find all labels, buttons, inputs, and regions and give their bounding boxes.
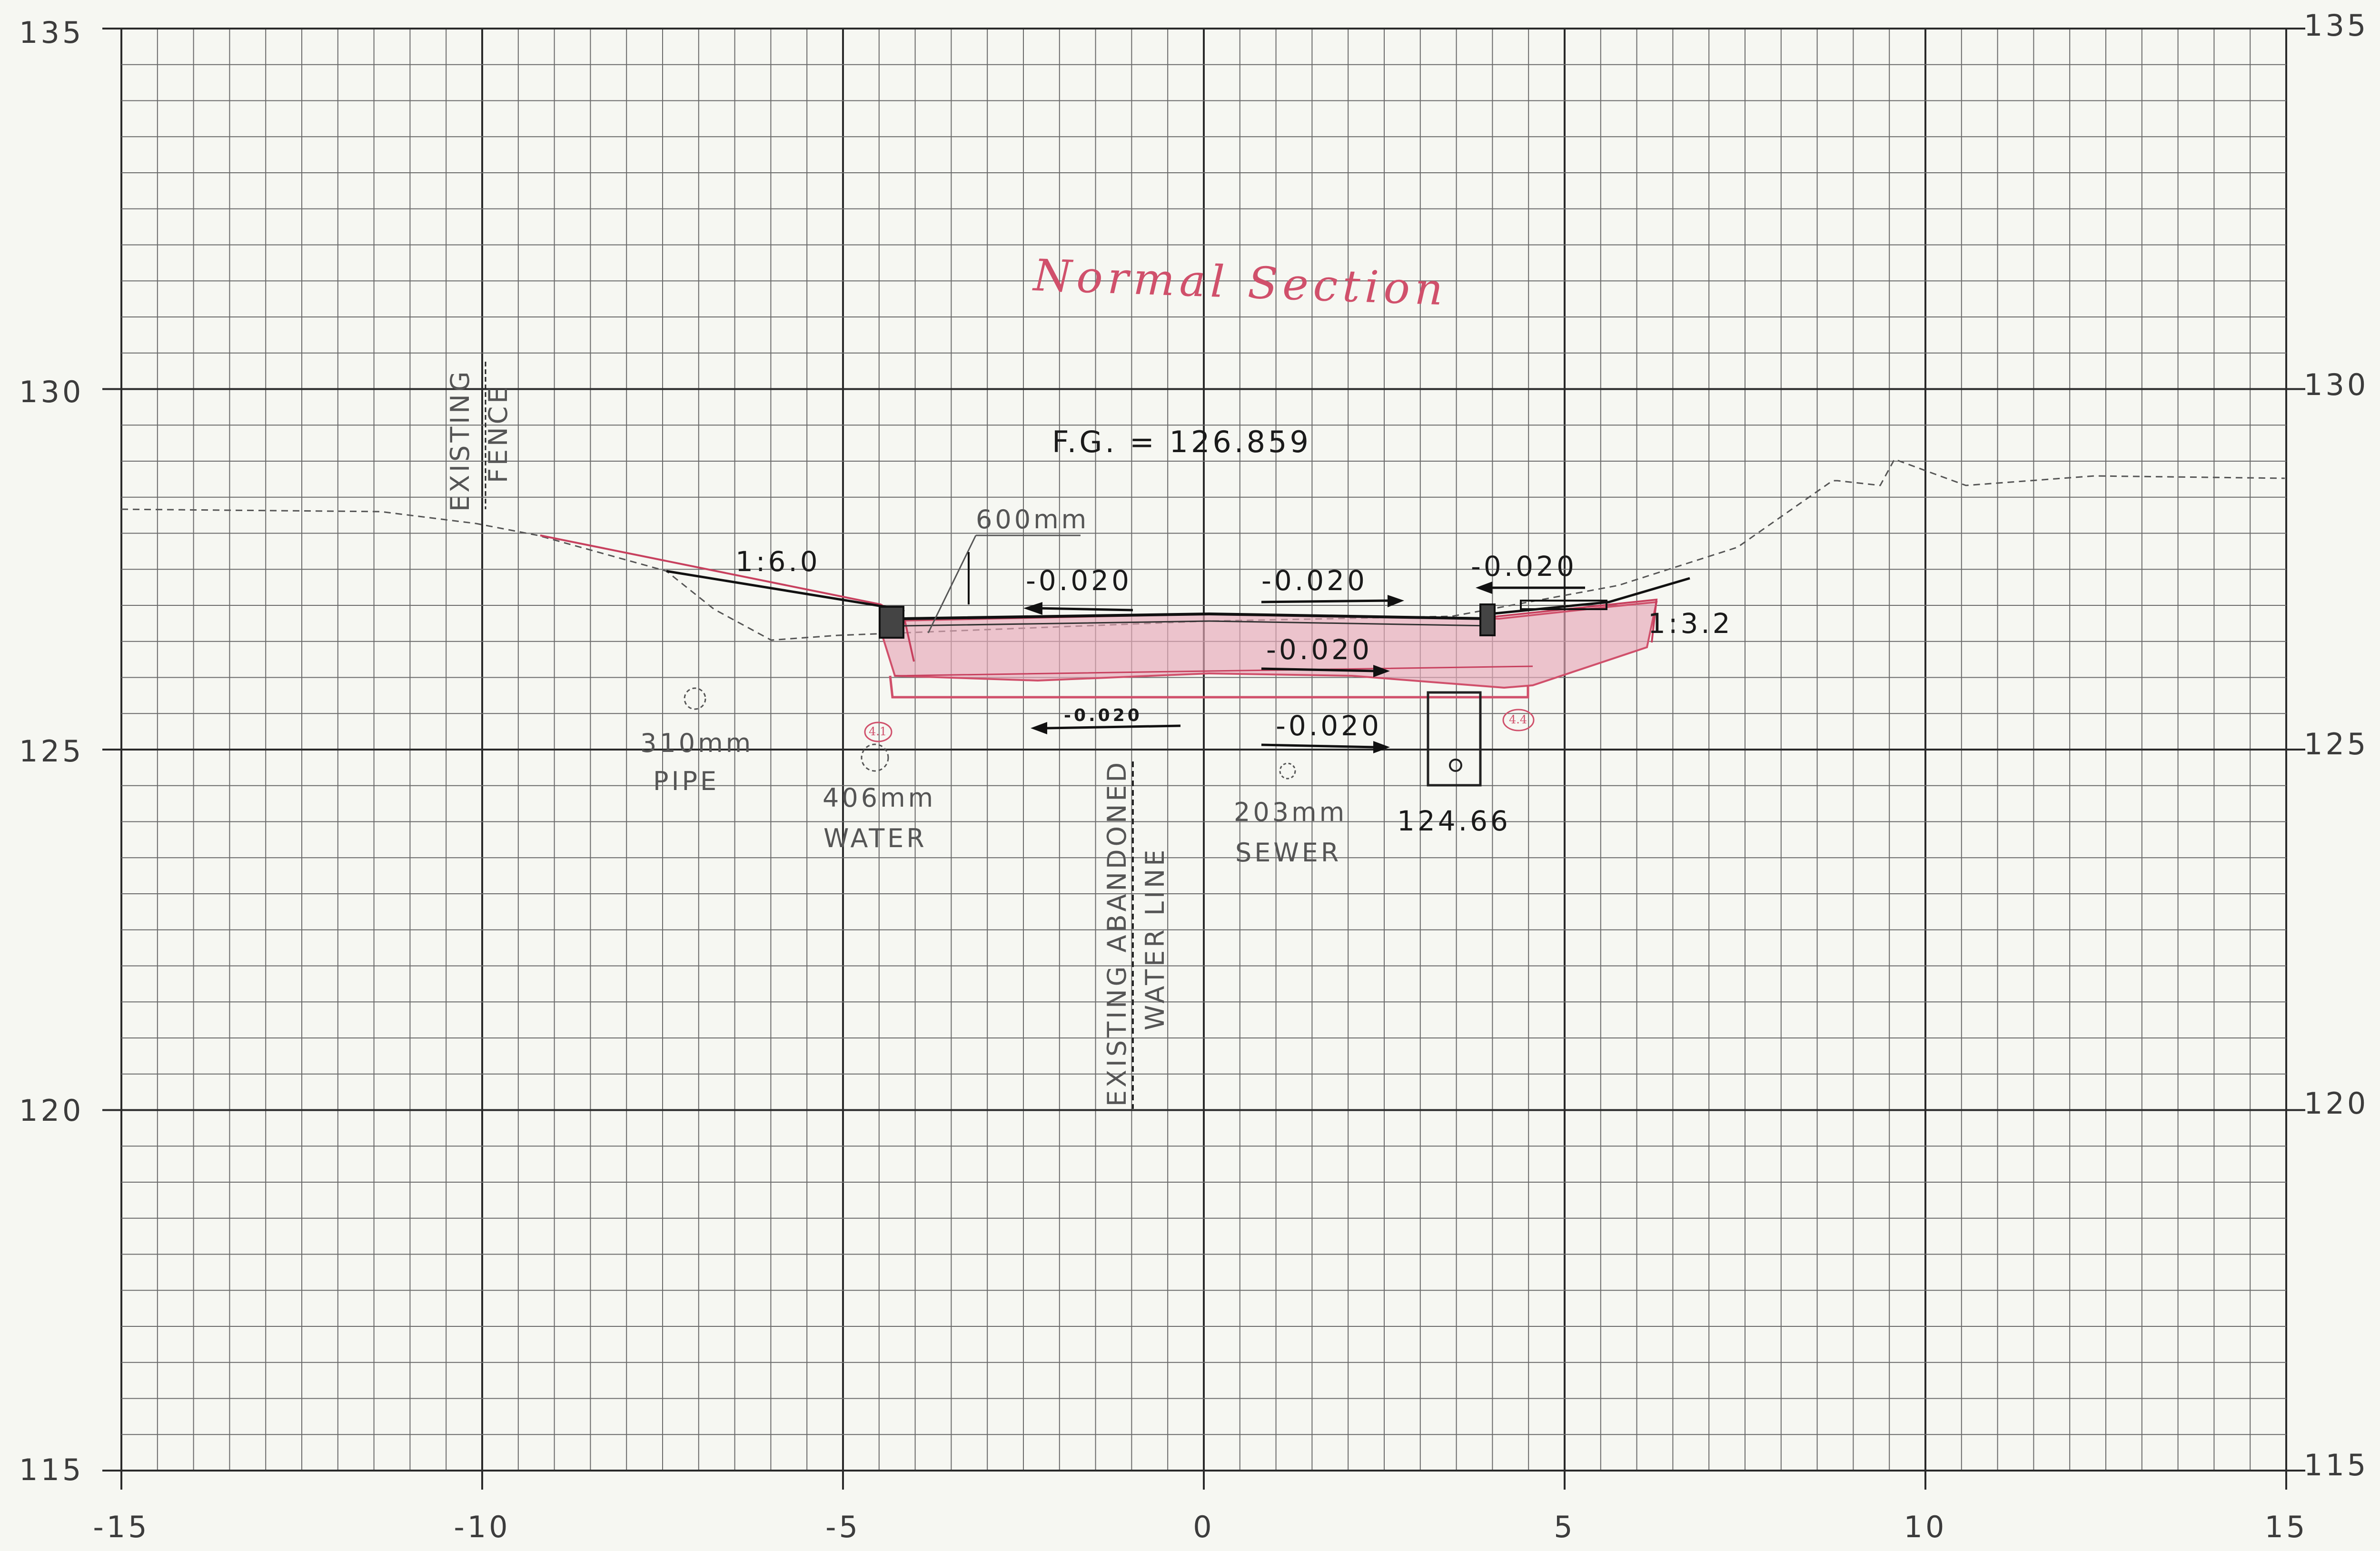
y-tick-label-left: 120 — [19, 1093, 84, 1128]
y-tick-label-right: 130 — [2304, 367, 2369, 402]
pavement-surface — [666, 570, 1690, 639]
pipe-size-label: 310mm — [640, 728, 754, 758]
water-size-label: 406mm — [823, 783, 936, 813]
handwritten-slope-label: -0.020 — [1064, 706, 1142, 725]
grid — [102, 28, 2305, 1490]
finished-grade-label: F.G. = 126.859 — [1052, 425, 1311, 459]
hand-note: 4.1 — [869, 725, 887, 738]
cross-slope-label: -0.020 — [1471, 550, 1577, 583]
sewer-structure — [1427, 691, 1482, 787]
arrow — [1261, 743, 1376, 749]
abandoned-water-line-label: EXISTING ABANDONED — [1102, 760, 1132, 1106]
fence-label: FENCE — [483, 385, 513, 483]
dimension-leader-600 — [927, 535, 977, 633]
y-tick-label-right: 135 — [2304, 8, 2369, 43]
subbase-inner-line — [894, 665, 1533, 677]
hand-note-circle — [864, 721, 892, 742]
arrow-head — [1388, 595, 1404, 607]
left-slope-markup — [540, 534, 915, 662]
finished-grade-line — [904, 612, 1490, 620]
arrow — [1261, 599, 1390, 603]
abandoned-water-line-label: WATER LINE — [1140, 847, 1170, 1030]
left-curb — [879, 606, 904, 639]
sewer-name-label: SEWER — [1235, 838, 1341, 868]
arrow — [1047, 724, 1181, 730]
right-slope-ratio: 1:3.2 — [1648, 607, 1733, 640]
arrow-head — [1031, 722, 1047, 734]
y-tick-label-right: 115 — [2304, 1448, 2369, 1482]
subbase-outline — [889, 675, 1529, 699]
x-tick-label: -10 — [454, 1510, 510, 1544]
arrow — [1037, 607, 1133, 612]
right-slope-markup — [1475, 598, 1658, 643]
right-sidewalk — [1520, 600, 1607, 610]
cross-slope-label: -0.020 — [1276, 710, 1382, 742]
pipe-310-icon — [684, 687, 706, 710]
arrow-head — [1023, 602, 1042, 615]
sewer-pipe-icon — [1449, 759, 1462, 772]
invert-elevation-label: 124.66 — [1397, 805, 1511, 837]
hand-note: 4.4 — [1509, 713, 1527, 726]
y-tick-label-right: 120 — [2304, 1086, 2369, 1121]
x-tick-label: 10 — [1904, 1510, 1947, 1544]
arrow-head — [1373, 665, 1390, 677]
water-406-icon — [861, 743, 889, 772]
x-tick-label: -5 — [825, 1510, 861, 1544]
left-slope-ratio: 1:6.0 — [735, 545, 821, 578]
sewer-box — [1427, 691, 1482, 787]
arrow — [1261, 667, 1376, 672]
fence-label: EXISTING — [445, 369, 475, 512]
water-name-label: WATER — [823, 823, 927, 853]
tick-labels: -15 -10 -5 0 5 10 15 135 130 125 120 115… — [19, 8, 2369, 1544]
x-tick-label: -15 — [93, 1510, 149, 1544]
x-tick-label: 0 — [1193, 1510, 1214, 1544]
y-tick-label-right: 125 — [2304, 727, 2369, 761]
cross-slope-label: -0.020 — [1266, 633, 1372, 666]
y-tick-label-left: 135 — [19, 15, 84, 50]
section-title: Normal Section — [1031, 250, 1448, 315]
x-tick-label: 15 — [2265, 1510, 2308, 1544]
finished-grade-line-lower — [904, 620, 1490, 627]
sewer-203-icon — [1279, 762, 1296, 780]
y-tick-label-left: 130 — [19, 375, 84, 409]
y-tick-label-left: 125 — [19, 734, 84, 769]
y-tick-label-left: 115 — [19, 1452, 84, 1487]
right-curb — [1479, 603, 1496, 636]
cross-slope-label: -0.020 — [1261, 564, 1368, 597]
pipe-name-label: PIPE — [653, 766, 719, 796]
x-tick-label: 5 — [1554, 1510, 1575, 1544]
width-dimension-label: 600mm — [976, 504, 1089, 534]
slope-arrows — [1023, 582, 1585, 753]
hand-note-circle — [1502, 709, 1535, 731]
arrow-head — [1476, 582, 1492, 594]
cross-slope-label: -0.020 — [1026, 564, 1132, 597]
arrow-head — [1373, 741, 1390, 753]
sewer-size-label: 203mm — [1234, 797, 1347, 827]
